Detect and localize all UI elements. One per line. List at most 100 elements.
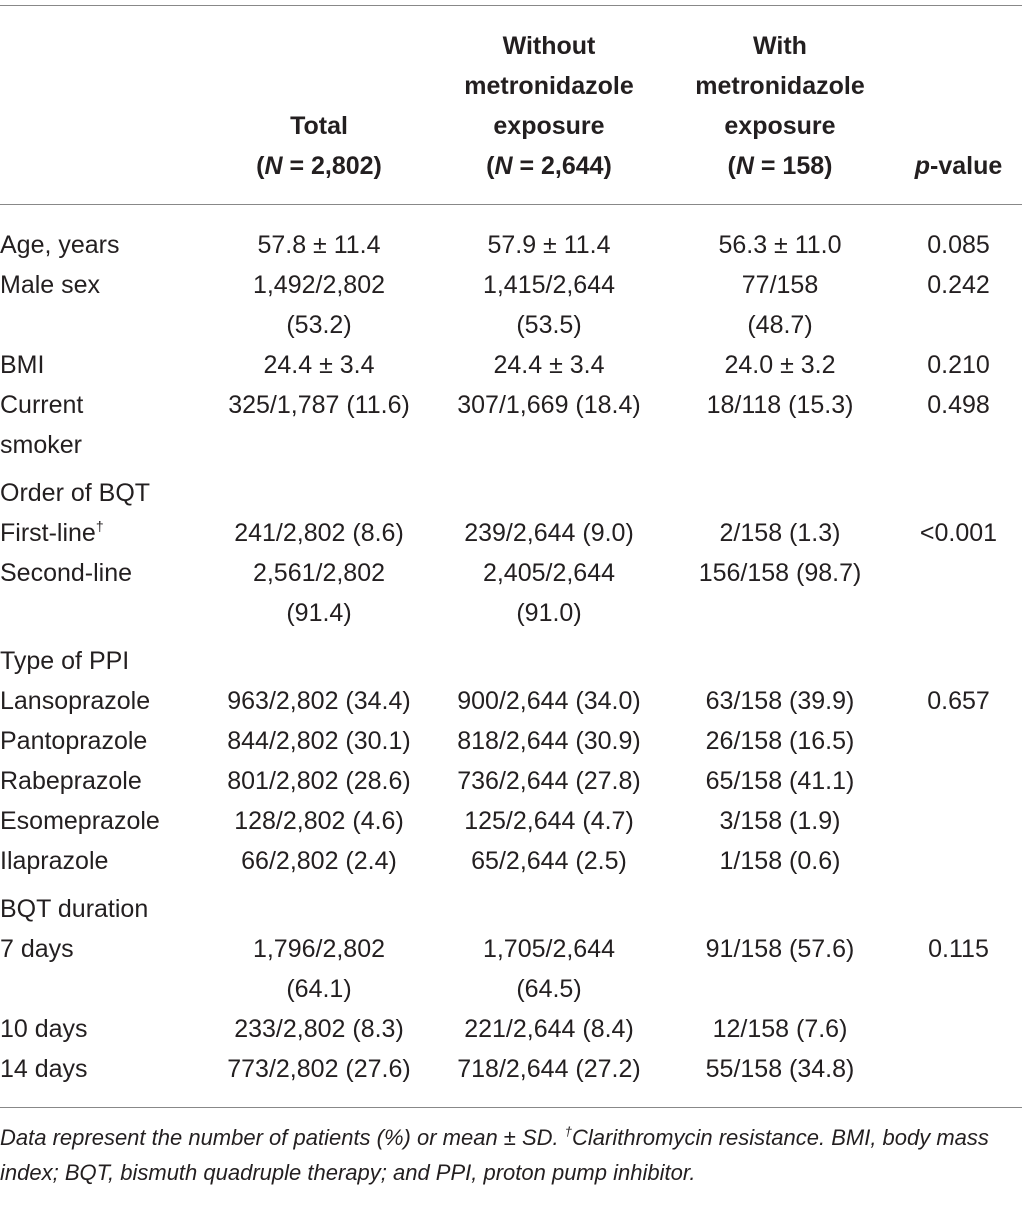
header-n-open: ( <box>486 152 495 180</box>
footnote: Data represent the number of patients (%… <box>0 1108 1022 1190</box>
data-row: BMI 24.4 ± 3.4 24.4 ± 3.4 24.0 ± 3.2 0.210 <box>0 345 1022 385</box>
cell: 239/2,644 (9.0) <box>433 513 665 553</box>
cell <box>895 801 1022 841</box>
cell <box>895 1009 1022 1049</box>
cell: 2/158 (1.3) <box>665 513 895 553</box>
cell-text: 2,561/2,802 (91.4) <box>252 559 386 627</box>
data-row: 10 days 233/2,802 (8.3) 221/2,644 (8.4) 12/… <box>0 1009 1022 1049</box>
section-row: Order of BQT <box>0 465 1022 513</box>
cell-text: 1,492/2,802 (53.2) <box>252 271 386 339</box>
cell <box>895 841 1022 881</box>
cell: 0.115 <box>895 929 1022 1009</box>
cell-text: 12/158 (7.6) <box>712 1015 848 1043</box>
cell-text: 26/158 (16.5) <box>705 727 855 755</box>
cell: 65/2,644 (2.5) <box>433 841 665 881</box>
cell-text: 801/2,802 (28.6) <box>227 767 411 795</box>
header-n-open: ( <box>727 152 736 180</box>
header-line: With <box>753 32 807 60</box>
cell: 0.242 <box>895 265 1022 345</box>
header-cell: Total (N = 2,802) <box>205 5 433 205</box>
cell-text: 65/158 (41.1) <box>705 767 855 795</box>
header-n-value: = 158) <box>753 152 833 180</box>
header-cell: p-value <box>895 5 1022 205</box>
row-label-mark: † <box>95 518 104 534</box>
row-label: 10 days <box>0 1009 205 1049</box>
cell: 1,796/2,802 (64.1) <box>205 929 433 1009</box>
cell: 221/2,644 (8.4) <box>433 1009 665 1049</box>
cell: 57.9 ± 11.4 <box>433 205 665 266</box>
cell: 718/2,644 (27.2) <box>433 1049 665 1108</box>
header-n-symbol: N <box>494 152 513 180</box>
cell: 1,705/2,644 (64.5) <box>433 929 665 1009</box>
cell-text: 1,796/2,802 (64.1) <box>252 935 386 1003</box>
cell: 325/1,787 (11.6) <box>205 385 433 465</box>
cell-text: 0.242 <box>927 271 990 299</box>
row-label-text: Lansoprazole <box>0 687 151 715</box>
header-n-symbol: N <box>264 152 283 180</box>
cell-text: 233/2,802 (8.3) <box>234 1015 404 1043</box>
header-cell: Without metronidazole exposure (N = 2,644) <box>433 5 665 205</box>
row-label: Rabeprazole <box>0 761 205 801</box>
cell-text: 963/2,802 (34.4) <box>227 687 411 715</box>
header-line: exposure <box>493 112 605 140</box>
row-label: Current smoker <box>0 385 205 465</box>
row-label: Male sex <box>0 265 205 345</box>
row-label: BMI <box>0 345 205 385</box>
cell <box>895 553 1022 633</box>
cell <box>895 1049 1022 1108</box>
row-label-text: Age, years <box>0 231 120 259</box>
row-label-text: BQT duration <box>0 895 149 923</box>
row-label-text: Rabeprazole <box>0 767 142 795</box>
table-header: Total (N = 2,802) Without metronidazole expo… <box>0 5 1022 205</box>
row-label-text: Type of PPI <box>0 647 130 675</box>
cell-text: 0.210 <box>927 351 990 379</box>
cell: 57.8 ± 11.4 <box>205 205 433 266</box>
cell-text: 128/2,802 (4.6) <box>234 807 404 835</box>
row-label-text: Order of BQT <box>0 479 151 507</box>
cell: 2,405/2,644 (91.0) <box>433 553 665 633</box>
cell-text: 125/2,644 (4.7) <box>464 807 634 835</box>
cell-text: 77/158 (48.7) <box>741 271 819 339</box>
cell-text: 736/2,644 (27.8) <box>457 767 641 795</box>
row-label-text: First-line <box>0 519 96 547</box>
cell: 24.4 ± 3.4 <box>433 345 665 385</box>
row-label: BQT duration <box>0 881 1022 929</box>
cell-text: 24.0 ± 3.2 <box>724 351 836 379</box>
row-label: Esomeprazole <box>0 801 205 841</box>
cell: 241/2,802 (8.6) <box>205 513 433 553</box>
cell: 0.498 <box>895 385 1022 465</box>
cell-text: 2,405/2,644 (91.0) <box>482 559 616 627</box>
data-row: 7 days 1,796/2,802 (64.1) 1,705/2,644 (64.… <box>0 929 1022 1009</box>
header-cell: With metronidazole exposure (N = 158) <box>665 5 895 205</box>
row-label: Second-line <box>0 553 205 633</box>
cell: 736/2,644 (27.8) <box>433 761 665 801</box>
header-cell <box>0 5 205 205</box>
cell-text: 56.3 ± 11.0 <box>718 231 842 259</box>
header-row: Total (N = 2,802) Without metronidazole expo… <box>0 5 1022 205</box>
header-line: Without <box>502 32 596 60</box>
row-label-text: BMI <box>0 351 45 379</box>
row-label-text: Esomeprazole <box>0 807 160 835</box>
header-line: metronidazole <box>695 72 865 100</box>
row-label: Order of BQT <box>0 465 1022 513</box>
cell: 56.3 ± 11.0 <box>665 205 895 266</box>
header-line: p-value <box>895 146 1022 186</box>
footnote-text: Data represent the number of patients (%… <box>0 1125 565 1150</box>
cell: 0.085 <box>895 205 1022 266</box>
row-label-text: Ilaprazole <box>0 847 109 875</box>
row-label: Ilaprazole <box>0 841 205 881</box>
cell-text: 1,705/2,644 (64.5) <box>482 935 616 1003</box>
data-table: Total (N = 2,802) Without metronidazole expo… <box>0 5 1022 1108</box>
header-line: metronidazole <box>464 72 634 100</box>
row-label: Pantoprazole <box>0 721 205 761</box>
cell: 0.657 <box>895 681 1022 721</box>
data-row: Age, years 57.8 ± 11.4 57.9 ± 11.4 56.3 ± 1… <box>0 205 1022 266</box>
data-row: Rabeprazole 801/2,802 (28.6) 736/2,644 (27… <box>0 761 1022 801</box>
section-row: BQT duration <box>0 881 1022 929</box>
cell: 24.4 ± 3.4 <box>205 345 433 385</box>
row-label: 7 days <box>0 929 205 1009</box>
data-row: Male sex 1,492/2,802 (53.2) 1,415/2,644 (5… <box>0 265 1022 345</box>
cell-text: 0.657 <box>927 687 990 715</box>
cell-text: 2/158 (1.3) <box>719 519 841 547</box>
data-row: Current smoker 325/1,787 (11.6) 307/1,669 … <box>0 385 1022 465</box>
